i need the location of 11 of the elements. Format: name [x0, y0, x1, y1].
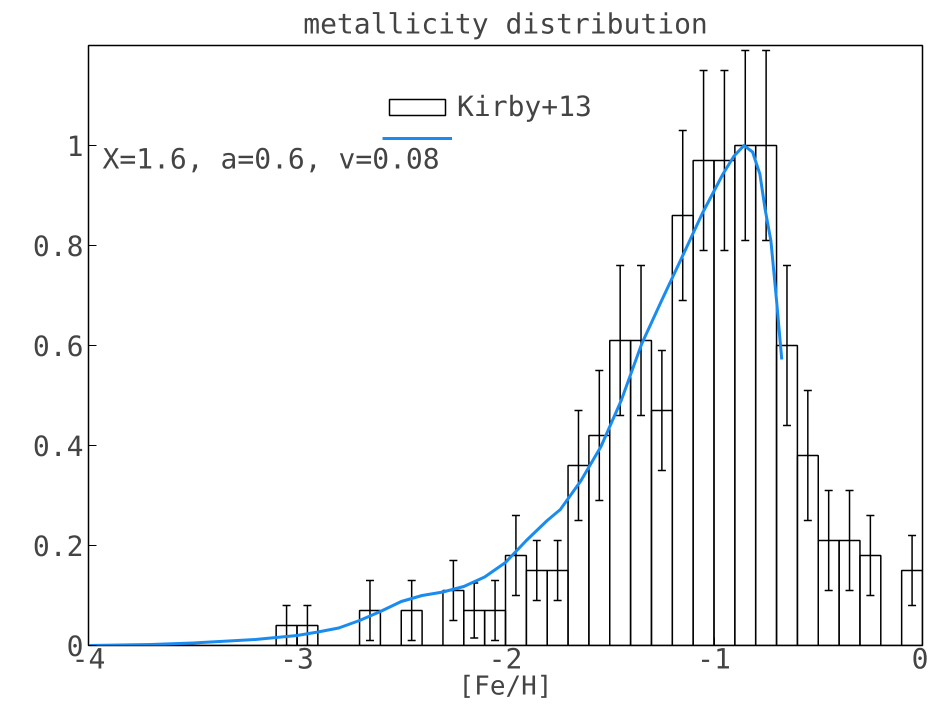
chart-title: metallicity distribution	[303, 8, 708, 40]
x-tick-label: 0	[912, 642, 928, 676]
y-tick-label: 0.2	[32, 530, 84, 563]
y-tick-label: 0.6	[32, 330, 84, 363]
y-tick-label: 0.8	[32, 230, 84, 263]
y-tick-label: 0.4	[32, 430, 84, 463]
x-tick-label: -3	[280, 642, 314, 676]
legend-label: Kirby+13	[457, 90, 592, 123]
y-tick-label: 1	[66, 130, 84, 163]
x-tick-label: -1	[697, 642, 731, 676]
annotation: X=1.6, a=0.6, v=0.08	[102, 142, 440, 176]
